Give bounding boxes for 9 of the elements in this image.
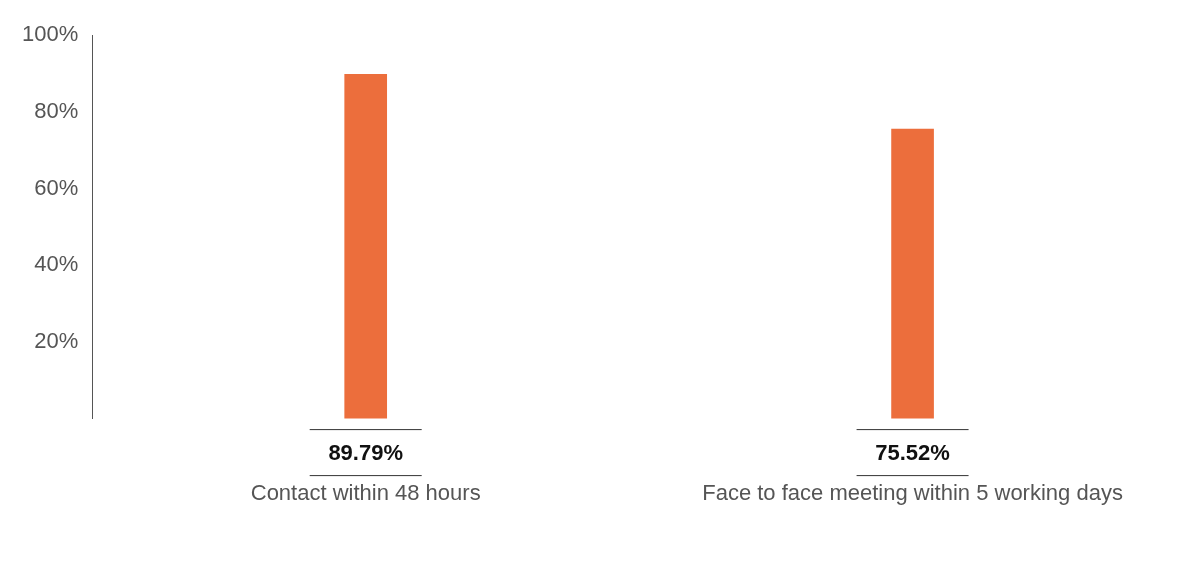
x-tick-label: Face to face meeting within 5 working days	[702, 479, 1123, 505]
data-label: 89.79%	[328, 439, 404, 465]
y-tick-label: 60%	[34, 174, 79, 200]
y-tick-label: 80%	[34, 97, 79, 123]
y-tick-label: 20%	[34, 327, 79, 353]
data-label: 75.52%	[875, 439, 950, 465]
y-tick-label: 100%	[21, 21, 79, 47]
x-tick-label: Contact within 48 hours	[250, 479, 481, 505]
y-tick-label: 40%	[34, 251, 79, 277]
